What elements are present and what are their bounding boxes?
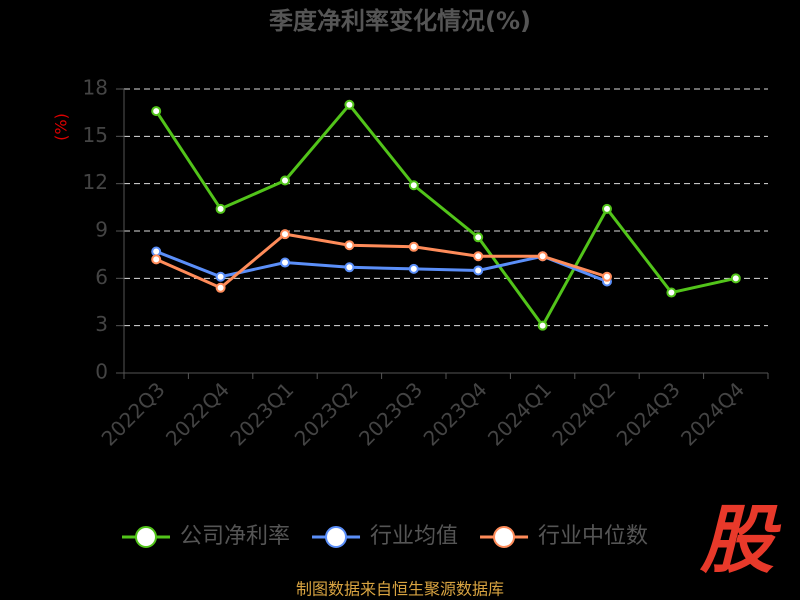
x-tick-label: 2023Q2 [290, 377, 363, 450]
logo: 股 [699, 498, 782, 584]
x-tick-label: 2023Q4 [419, 377, 492, 450]
legend-label: 行业均值 [370, 524, 458, 549]
legend-marker [135, 526, 157, 548]
data-point [408, 263, 419, 274]
y-tick-label: 3 [95, 312, 108, 336]
data-point [344, 262, 355, 273]
y-tick-label: 18 [83, 76, 108, 100]
data-point [280, 229, 290, 240]
x-tick-label: 2024Q4 [676, 377, 749, 450]
series-line [155, 232, 608, 290]
x-tick-label: 2024Q2 [547, 377, 620, 450]
data-point [215, 282, 226, 293]
y-tick-label: 6 [95, 265, 108, 289]
data-point [280, 257, 290, 268]
data-point [473, 232, 484, 243]
y-tick-label: 9 [95, 218, 108, 242]
data-point [537, 320, 548, 331]
y-tick-label: 12 [83, 170, 108, 194]
data-point [602, 203, 612, 214]
data-point [151, 106, 162, 117]
series-line [155, 250, 608, 283]
data-point [215, 271, 226, 282]
data-point [344, 240, 355, 251]
source-note: 制图数据来自恒生聚源数据库 [296, 580, 504, 599]
chart-title: 季度净利率变化情况(%) [269, 7, 531, 35]
data-point [408, 241, 419, 252]
y-tick-label: 0 [95, 360, 108, 384]
x-tick-label: 2022Q4 [161, 377, 234, 450]
data-point [666, 287, 677, 298]
data-point [473, 251, 484, 262]
x-tick-label: 2024Q3 [612, 377, 685, 450]
x-tick-label: 2023Q1 [225, 377, 298, 450]
legend-marker [493, 526, 516, 548]
legend-marker [325, 526, 348, 548]
data-point [537, 251, 548, 262]
legend-label: 公司净利率 [180, 524, 290, 549]
y-tick-label: 15 [83, 123, 108, 147]
data-point [344, 99, 355, 110]
y-axis-label: (%) [52, 113, 71, 141]
series-line [154, 102, 737, 329]
x-tick-label: 2022Q3 [97, 377, 170, 450]
x-tick-label: 2023Q3 [354, 377, 427, 450]
data-point [730, 273, 741, 284]
data-point [151, 246, 162, 257]
data-point [602, 271, 612, 282]
data-point [215, 203, 226, 214]
data-point [151, 254, 162, 265]
legend-label: 行业中位数 [538, 524, 648, 549]
data-point [408, 180, 419, 191]
x-tick-label: 2024Q1 [483, 377, 556, 450]
data-point [280, 175, 290, 186]
data-point [473, 265, 484, 276]
